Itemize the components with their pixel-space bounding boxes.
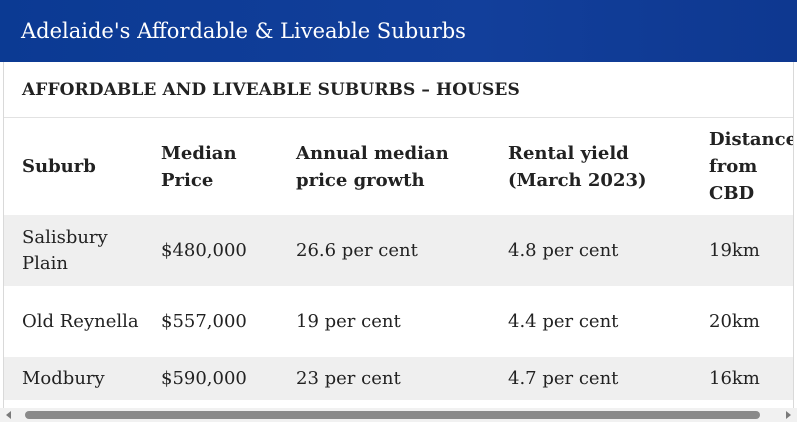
cell-suburb: Old Reynella (4, 286, 143, 357)
widget-title: Adelaide's Affordable & Liveable Suburbs (21, 19, 466, 43)
column-header-distance: Distance from CBD (709, 129, 794, 204)
cell-rental-yield: 4.8 per cent (490, 215, 691, 286)
table-row: Modbury $590,000 23 per cent 4.7 per cen… (4, 357, 793, 400)
horizontal-scrollbar[interactable] (0, 408, 797, 422)
caret-left-icon[interactable] (6, 411, 11, 419)
suburbs-table: Suburb Median Price Annual median price … (4, 118, 794, 400)
table-row: Salisbury Plain $480,000 26.6 per cent 4… (4, 215, 793, 286)
cell-suburb: Modbury (4, 357, 143, 400)
cell-price-growth: 23 per cent (278, 357, 490, 400)
table-header-row: Suburb Median Price Annual median price … (4, 118, 794, 215)
caret-right-icon[interactable] (786, 411, 791, 419)
cell-median-price: $480,000 (143, 215, 278, 286)
cell-distance: 20km (691, 286, 793, 357)
column-header-price-growth: Annual median price growth (296, 142, 449, 191)
cell-price-growth: 26.6 per cent (278, 215, 490, 286)
cell-median-price: $590,000 (143, 357, 278, 400)
widget-title-bar: Adelaide's Affordable & Liveable Suburbs (0, 0, 797, 62)
column-header-rental-yield: Rental yield (March 2023) (508, 142, 647, 191)
cell-rental-yield: 4.7 per cent (490, 357, 691, 400)
cell-distance: 16km (691, 357, 793, 400)
cell-suburb: Salisbury Plain (4, 215, 143, 286)
table-container: AFFORDABLE AND LIVEABLE SUBURBS – HOUSES… (3, 62, 794, 408)
cell-rental-yield: 4.4 per cent (490, 286, 691, 357)
table-row: Old Reynella $557,000 19 per cent 4.4 pe… (4, 286, 793, 357)
scrollbar-thumb[interactable] (25, 411, 760, 419)
cell-distance: 19km (691, 215, 793, 286)
cell-price-growth: 19 per cent (278, 286, 490, 357)
table-caption: AFFORDABLE AND LIVEABLE SUBURBS – HOUSES (4, 62, 793, 118)
cell-median-price: $557,000 (143, 286, 278, 357)
column-header-median-price: Median Price (161, 142, 237, 191)
column-header-suburb: Suburb (22, 156, 96, 177)
